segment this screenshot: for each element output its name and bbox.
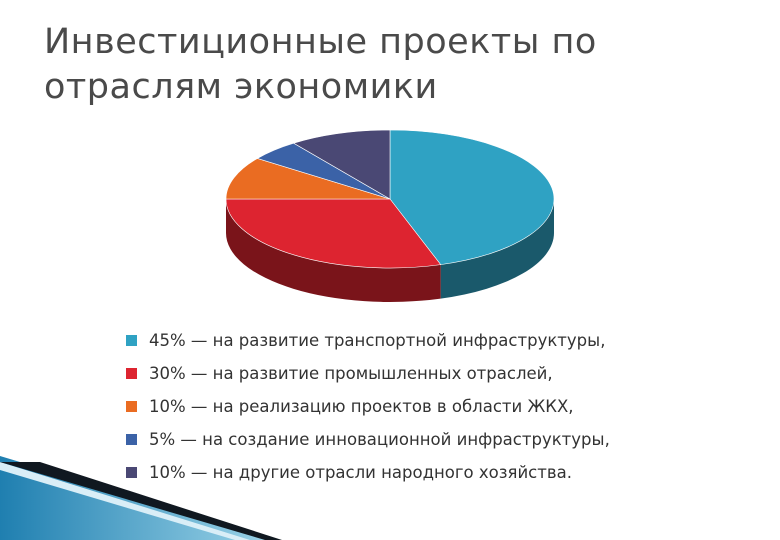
page-title: Инвестиционные проекты по отраслям эконо… xyxy=(44,22,597,107)
legend-label: 10% — на реализацию проектов в области Ж… xyxy=(149,397,574,416)
legend-item: 10% — на реализацию проектов в области Ж… xyxy=(126,390,610,423)
pie-slice xyxy=(225,158,391,200)
pie-slice-side xyxy=(440,199,554,299)
legend-item: 45% — на развитие транспортной инфрастру… xyxy=(126,324,610,357)
legend-label: 5% — на создание инновационной инфрастру… xyxy=(149,430,610,449)
pie-slice xyxy=(225,198,442,269)
legend-swatch xyxy=(126,368,137,379)
corner-stripe-dark xyxy=(0,462,282,540)
legend-label: 30% — на развитие промышленных отраслей, xyxy=(149,364,553,383)
legend-item: 30% — на развитие промышленных отраслей, xyxy=(126,357,610,390)
legend-swatch xyxy=(126,467,137,478)
corner-stripe-light xyxy=(0,462,250,540)
pie-slice xyxy=(389,129,555,265)
legend-swatch xyxy=(126,335,137,346)
legend-item: 5% — на создание инновационной инфрастру… xyxy=(126,423,610,456)
pie-slice xyxy=(292,129,391,200)
pie-slice-side xyxy=(226,199,441,302)
chart-legend: 45% — на развитие транспортной инфрастру… xyxy=(126,324,610,489)
legend-swatch xyxy=(126,434,137,445)
legend-label: 10% — на другие отрасли народного хозяйс… xyxy=(149,463,572,482)
legend-item: 10% — на другие отрасли народного хозяйс… xyxy=(126,456,610,489)
legend-swatch xyxy=(126,401,137,412)
legend-label: 45% — на развитие транспортной инфрастру… xyxy=(149,331,606,350)
